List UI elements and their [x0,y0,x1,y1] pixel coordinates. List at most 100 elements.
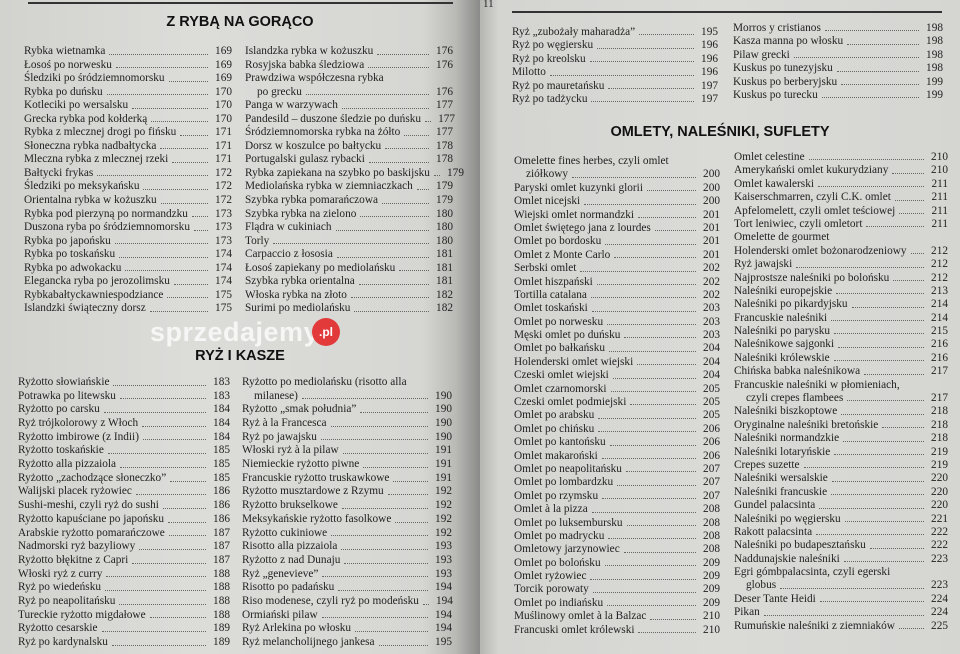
entry-title: Ryż po kardynalsku [18,636,108,649]
toc-entry: Naleśniki europejskie 213 [734,285,948,298]
toc-line: Rybka wietnamka 169 [24,45,232,59]
toc-line: Omlet po bolońsku 209 [514,557,720,570]
entry-title: Szybka rybka na zielono [245,207,357,220]
page-ref: 172 [215,194,232,207]
toc-entry: Ryżotto toskańskie 185 [18,444,230,458]
toc-entry: Naleśniki po pikardyjsku 214 [734,298,948,311]
page-ref: 191 [435,444,452,457]
dot-leader [358,283,429,285]
entry-title: Łosoś po norwesku [24,58,112,71]
toc-line: Omlet czarnomorski 205 [514,383,720,396]
toc-entry: Omlet nicejski 200 [514,195,720,208]
toc-entry: Omlet toskański 203 [514,302,720,315]
page-ref: 212 [931,258,948,271]
toc-entry: Ryżotto po mediolańsku (risotto alla mila… [242,376,452,403]
page-number: 11 [483,0,494,10]
page-ref: 204 [703,342,720,355]
toc-line: Ryż po kreolsku 196 [512,53,718,66]
toc-entry: Ryż „zubożały maharadża” 195 [512,26,718,39]
dot-leader [322,576,428,578]
right-page: 11 Ryż „zubożały maharadża” 195 Ryż po węg… [480,0,960,654]
dot-leader [592,591,696,593]
toc-entry: Śledziki po meksykańsku 172 [24,180,232,194]
page-ref: 220 [931,485,948,498]
toc-line: Omlet à la pizza 208 [514,503,720,516]
toc-line: Ryżotto kapuściane po japońsku 186 [18,513,230,527]
page-ref: 207 [703,476,720,489]
entry-title: Francuskie ryżotto truskawkowe [242,471,390,484]
entry-title-continued: ziółkowy [526,168,569,181]
toc-line: Naddunajskie naleśniki 223 [734,553,948,566]
toc-line: Ryż melancholijnego jankesa 195 [242,636,452,650]
entry-title: Ryż melancholijnego jankesa [242,636,375,649]
entry-title: Muślinowy omlet à la Balzac [514,610,647,623]
entry-title: Naleśniki wersalskie [734,472,828,485]
toc-entry: Milotto 196 [512,66,718,79]
toc-line: Francuskie naleśniki w płomieniach, [734,379,948,392]
entry-title: Kuskus po berberyjsku [733,75,838,88]
dot-leader [596,283,696,285]
dot-leader [637,364,696,366]
dot-leader [591,511,696,513]
entry-title: Deser Tante Heidi [734,592,816,605]
toc-line: Carpaccio z łososia 181 [245,248,453,262]
dot-leader [341,107,429,109]
page-ref: 178 [436,153,453,166]
page-ref: 201 [703,248,720,261]
toc-entry: Rybkabałtyckawniespodziance 175 [24,289,232,303]
entry-title: Omlet po bałkańsku [514,342,605,355]
entry-title: Omelette de gourmet [734,231,830,244]
page-ref: 186 [213,485,230,498]
page-ref: 207 [703,462,720,475]
toc-entry: Omlet po luksembursku 208 [514,517,720,530]
page-ref: 170 [215,85,232,98]
dot-leader [597,47,694,49]
page-ref: 210 [931,150,948,163]
entry-title: Rybka po toskańsku [24,248,116,261]
toc-entry: Egri gómbpalacsinta, czyli egerski globus… [734,566,948,593]
page-ref: 195 [435,636,452,649]
entry-title: Omlet kawalerski [734,177,814,190]
toc-entry: Crepes suzette 219 [734,459,948,472]
entry-title: Naleśniki lotaryńskie [734,445,831,458]
toc-entry: Omlet ryżowiec 209 [514,570,720,583]
toc-line: Naleśniki wersalskie 220 [734,472,948,485]
page-ref: 187 [213,540,230,553]
entry-title: Potrawka po litewsku [18,389,116,402]
page-ref: 217 [931,392,948,405]
entry-title: Ryżotto musztardowe z Rzymu [242,485,384,498]
entry-title: Rybka po duńsku [24,85,103,98]
toc-entry: Risotto alla pizzaiola 193 [242,540,452,554]
page-ref: 208 [703,516,720,529]
page-ref: 214 [931,311,948,324]
page-ref: 170 [215,112,232,125]
toc-line: Ryżotto słowiańskie 183 [18,376,230,390]
toc-line: Amerykański omlet kukurydziany 210 [734,164,948,177]
page-ref: 201 [703,221,720,234]
dot-leader [132,562,206,564]
toc-line: Serbski omlet 202 [514,262,720,275]
toc-line: Omlet po kantońsku 206 [514,436,720,449]
toc-entry: Ryżotto po carsku 184 [18,403,230,417]
dot-leader [869,547,924,549]
toc-column: Ryżotto po mediolańsku (risotto alla mila… [242,376,453,650]
page-ref: 186 [213,499,230,512]
dot-leader [899,212,924,214]
toc-entry: Ryż po neapolitańsku 188 [18,595,230,609]
toc-entry: Surimi po mediolańsku 182 [245,302,453,316]
dot-leader [105,590,206,591]
page-ref: 201 [703,235,720,248]
dot-leader [320,439,428,441]
page-ref: 192 [435,499,452,512]
dot-leader [168,80,208,82]
toc-entry: Omlet po kantońsku 206 [514,436,720,449]
toc-line: Szybka rybka pomarańczowa 179 [245,194,453,208]
toc-line: Rybka po duńsku 170 [24,86,232,100]
toc-entry: Kuskus po tunezyjsku 198 [733,62,943,75]
dot-leader [625,471,696,473]
entry-title: Ryżotto po carsku [18,403,100,416]
entry-title: Ryżotto błękitne z Capri [18,553,129,566]
toc-entry: Naleśniki po budapesztańsku 222 [734,539,948,552]
toc-line: Francuskie ryżotto truskawkowe 191 [242,472,452,486]
toc-line: Pandesild – duszone śledzie po duńsku 177 [245,113,455,127]
